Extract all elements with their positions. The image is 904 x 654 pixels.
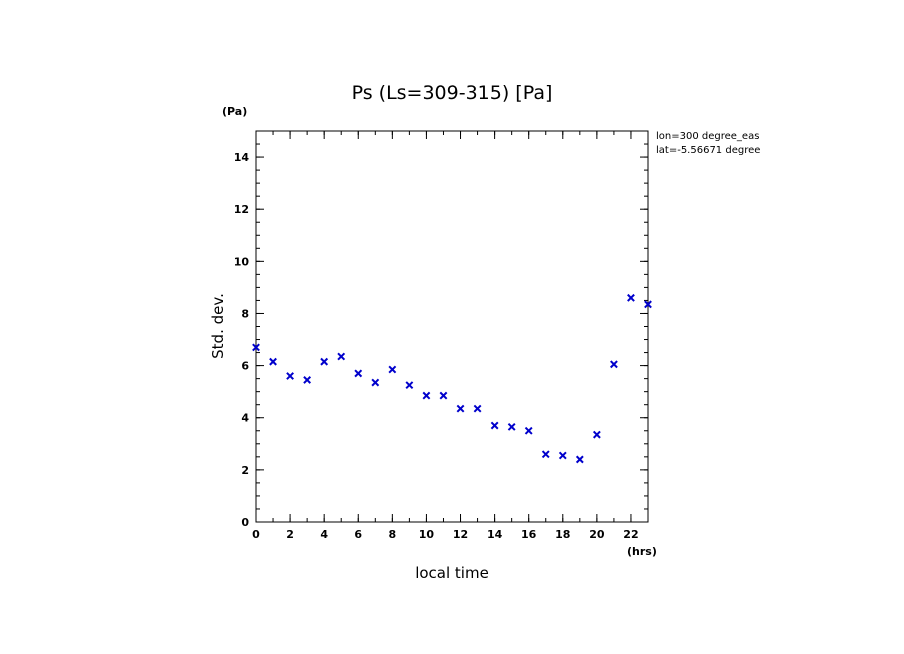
y-tick-label: 12 bbox=[234, 203, 249, 216]
data-point bbox=[610, 360, 618, 369]
x-axis-title: local time bbox=[415, 564, 489, 582]
data-point bbox=[405, 381, 414, 390]
data-point bbox=[541, 450, 550, 459]
y-tick-label: 6 bbox=[241, 360, 249, 373]
x-tick-label: 18 bbox=[555, 528, 570, 541]
data-point bbox=[507, 422, 516, 431]
data-point bbox=[627, 293, 635, 302]
y-tick-label: 14 bbox=[234, 151, 250, 164]
y-tick-label: 4 bbox=[241, 412, 249, 425]
y-tick-label: 10 bbox=[234, 255, 250, 268]
data-point bbox=[303, 376, 312, 384]
data-point bbox=[575, 455, 584, 464]
x-tick-label: 10 bbox=[419, 528, 435, 541]
plot-frame bbox=[255, 130, 649, 523]
data-point bbox=[558, 451, 567, 460]
data-point bbox=[422, 391, 431, 400]
axis-ticks: 0 2 4 6 8 10 12 14 16 18 20 22 0 2 4 6 8 10 12 14 bbox=[234, 130, 649, 541]
data-point bbox=[320, 357, 329, 366]
data-point bbox=[439, 391, 448, 400]
data-point bbox=[252, 343, 260, 352]
y-tick-label: 2 bbox=[241, 464, 249, 477]
x-tick-label: 2 bbox=[286, 528, 294, 541]
data-point bbox=[388, 365, 397, 374]
x-tick-label: 8 bbox=[389, 528, 397, 541]
x-unit-label: (hrs) bbox=[627, 545, 657, 558]
chart-title: Ps (Ls=309-315) [Pa] bbox=[352, 82, 553, 104]
data-point bbox=[286, 372, 294, 380]
y-tick-label: 8 bbox=[241, 307, 249, 320]
x-tick-label: 16 bbox=[521, 528, 537, 541]
data-point bbox=[524, 426, 533, 435]
data-point bbox=[644, 300, 652, 309]
y-axis-title: Std. dev. bbox=[209, 293, 227, 359]
y-unit-label: (Pa) bbox=[222, 105, 247, 118]
data-point bbox=[337, 352, 346, 361]
data-point bbox=[371, 378, 380, 387]
y-tick-label: 0 bbox=[241, 516, 249, 529]
data-point bbox=[456, 404, 465, 413]
x-tick-label: 22 bbox=[623, 528, 638, 541]
x-tick-label: 20 bbox=[589, 528, 605, 541]
annotation-lat: lat=-5.56671 degree bbox=[656, 145, 760, 156]
x-tick-label: 14 bbox=[487, 528, 503, 541]
data-marks bbox=[252, 293, 652, 464]
data-point bbox=[354, 369, 363, 378]
x-tick-label: 4 bbox=[320, 528, 328, 541]
x-tick-label: 6 bbox=[354, 528, 362, 541]
data-point bbox=[490, 421, 499, 430]
x-tick-label: 12 bbox=[453, 528, 468, 541]
data-point bbox=[592, 430, 601, 439]
data-point bbox=[473, 404, 482, 413]
x-tick-label: 0 bbox=[252, 528, 260, 541]
data-point bbox=[269, 357, 277, 366]
annotation-lon: lon=300 degree_eas bbox=[656, 131, 759, 142]
